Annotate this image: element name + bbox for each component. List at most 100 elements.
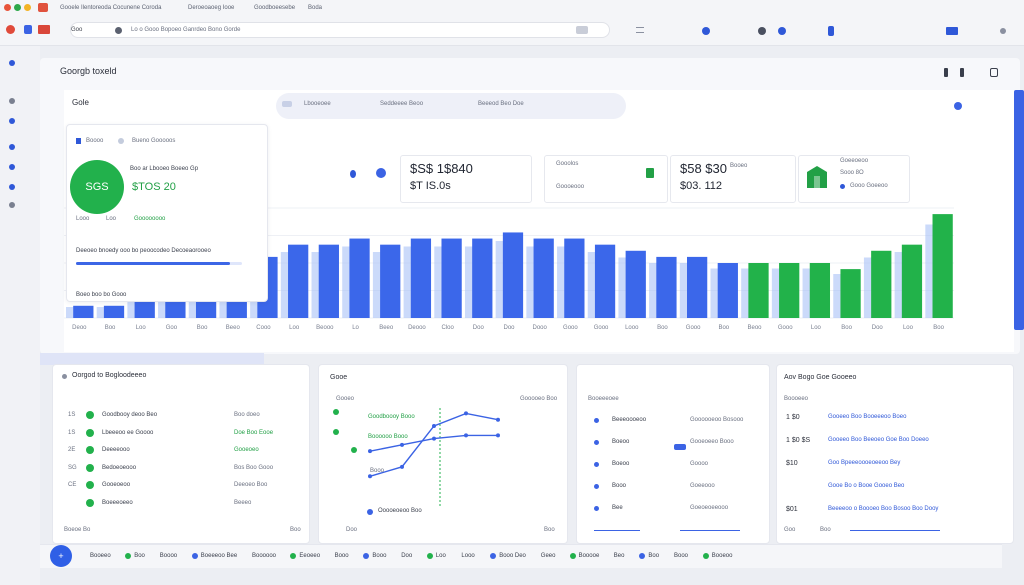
bar-27[interactable]: [901, 244, 923, 318]
menu-dots-icon[interactable]: [1000, 28, 1006, 34]
scrollbar-thumb[interactable]: [1014, 90, 1024, 330]
toolbar-item[interactable]: Boo: [648, 553, 660, 559]
feed-row-link[interactable]: Gooeeo Boo Beeoeo Goe Boo Doeeo: [828, 437, 929, 443]
bar-26[interactable]: [871, 250, 892, 318]
close-window-icon[interactable]: [4, 4, 11, 11]
settings-icon[interactable]: [954, 102, 962, 110]
bar-14[interactable]: [502, 232, 524, 318]
browser-tab-2[interactable]: Deroeoaoeg Iooe: [188, 5, 235, 11]
bar-7[interactable]: [288, 244, 309, 318]
window-icon[interactable]: [946, 27, 958, 35]
trend-point[interactable]: [400, 442, 404, 447]
toolbar-item[interactable]: Booo Deo: [499, 553, 526, 559]
browser-tab-1[interactable]: Gooele Ilentoreoda Cocunene Coroda: [60, 5, 162, 11]
goal-row-name[interactable]: Gooeoeoo: [102, 482, 131, 488]
feed-row-link[interactable]: Gooe Bo o Booe Gooeo Beo: [828, 483, 905, 489]
segment-2[interactable]: Seddeeee Beoo: [380, 101, 424, 107]
toolbar-item[interactable]: Looo: [461, 553, 475, 559]
profile-icon[interactable]: [702, 27, 710, 35]
bookmark-icon[interactable]: [576, 26, 588, 34]
trend-point[interactable]: [464, 433, 468, 438]
browser-tab-3[interactable]: Goodboeesebe: [254, 5, 296, 11]
bar-0[interactable]: [73, 305, 94, 318]
toolbar-item[interactable]: Eeoeeo: [299, 553, 321, 559]
trend-point[interactable]: [368, 449, 372, 454]
address-bar[interactable]: Goo Lo o Gooo Bopoeo Ganrdeo Bono Gorde: [70, 22, 610, 38]
toolbar-item[interactable]: Beo: [613, 553, 625, 559]
goal-row-name[interactable]: Goodbooy deoo Beo: [102, 412, 158, 418]
stat-box-2[interactable]: [544, 155, 668, 203]
segment-1[interactable]: Lbooeoee: [304, 101, 331, 107]
nav-reports-icon[interactable]: [9, 98, 15, 104]
nav-home-icon[interactable]: [9, 60, 15, 66]
list-row-name[interactable]: Beeeoooeoo: [612, 417, 647, 423]
bar-1[interactable]: [103, 305, 125, 318]
goal-row-name[interactable]: Bedoeoeooo: [102, 464, 137, 471]
toggle-icon[interactable]: [350, 170, 356, 178]
toolbar-item[interactable]: Boooo: [159, 553, 178, 559]
toolbar-item[interactable]: Booooe: [578, 553, 600, 559]
feed-row-link[interactable]: Gooeeo Boo Booeeeoo Boeo: [828, 414, 907, 420]
nav-goals-icon[interactable]: [9, 144, 15, 150]
list-row-name[interactable]: Booo: [612, 483, 627, 489]
bar-4[interactable]: [195, 299, 217, 318]
browser-tab-4[interactable]: Boda: [308, 5, 323, 11]
nav-analytics-icon[interactable]: [9, 118, 15, 124]
toolbar-item[interactable]: Booeeo: [90, 553, 111, 559]
bar-9[interactable]: [349, 238, 370, 318]
bar-22[interactable]: [748, 263, 769, 318]
goal-row-name[interactable]: Boeeeoeeo: [102, 499, 133, 506]
shield-icon[interactable]: [24, 25, 32, 34]
download-icon[interactable]: [828, 26, 834, 36]
bar-8[interactable]: [318, 244, 339, 318]
trend-point[interactable]: [496, 433, 500, 438]
bar-12[interactable]: [441, 238, 462, 318]
trend-point[interactable]: [464, 411, 468, 416]
tab-search-icon[interactable]: [636, 27, 644, 33]
bar-25[interactable]: [840, 269, 861, 318]
sync-icon[interactable]: [778, 27, 786, 35]
trend-point[interactable]: [400, 464, 404, 469]
toolbar-item[interactable]: Booo: [674, 553, 689, 559]
bar-21[interactable]: [717, 263, 738, 318]
bar-15[interactable]: [533, 238, 554, 318]
bar-11[interactable]: [410, 238, 432, 318]
stat-box-1[interactable]: [400, 155, 532, 203]
trend-point[interactable]: [496, 417, 500, 422]
minimize-window-icon[interactable]: [14, 4, 21, 11]
stat-box-3[interactable]: [670, 155, 796, 203]
trend-point[interactable]: [432, 424, 436, 428]
feed-row-link[interactable]: Goo Bpeeeoooeoeeoo Bey: [828, 460, 901, 466]
bar-10[interactable]: [380, 244, 401, 318]
bar-17[interactable]: [594, 244, 616, 318]
bar-13[interactable]: [472, 238, 493, 318]
bar-16[interactable]: [564, 238, 585, 318]
toolbar-item[interactable]: Boooooo: [252, 553, 277, 559]
segment-3[interactable]: Beeeod Beo Doe: [478, 101, 524, 107]
toolbar-item[interactable]: Loo: [435, 553, 446, 559]
toolbar-item[interactable]: Doo: [401, 553, 413, 559]
nav-tags-icon[interactable]: [9, 184, 15, 190]
share-icon[interactable]: [960, 68, 964, 77]
bar-18[interactable]: [625, 250, 646, 318]
bar-24[interactable]: [809, 263, 831, 318]
list-row-name[interactable]: Boeoo: [612, 461, 630, 467]
nav-users-icon[interactable]: [9, 164, 15, 170]
toolbar-item[interactable]: Booeoo: [711, 553, 733, 559]
list-row-name[interactable]: Boeoo: [612, 439, 630, 445]
bar-19[interactable]: [656, 256, 677, 318]
list-row-name[interactable]: Bee: [612, 505, 623, 511]
nav-settings-icon[interactable]: [9, 202, 15, 208]
trend-point[interactable]: [432, 436, 436, 441]
toolbar-item[interactable]: Boo: [134, 553, 145, 559]
back-icon[interactable]: [6, 25, 15, 34]
add-button[interactable]: +: [50, 545, 72, 567]
bar-5[interactable]: [226, 299, 247, 318]
more-options-icon[interactable]: [990, 68, 998, 77]
goal-row-name[interactable]: Deeeeooo: [102, 447, 130, 453]
maximize-window-icon[interactable]: [24, 4, 31, 11]
account-icon[interactable]: [758, 27, 766, 35]
toolbar-item[interactable]: Boeeeoo Bee: [200, 553, 238, 559]
pin-icon[interactable]: [944, 68, 948, 77]
bar-23[interactable]: [779, 263, 800, 318]
